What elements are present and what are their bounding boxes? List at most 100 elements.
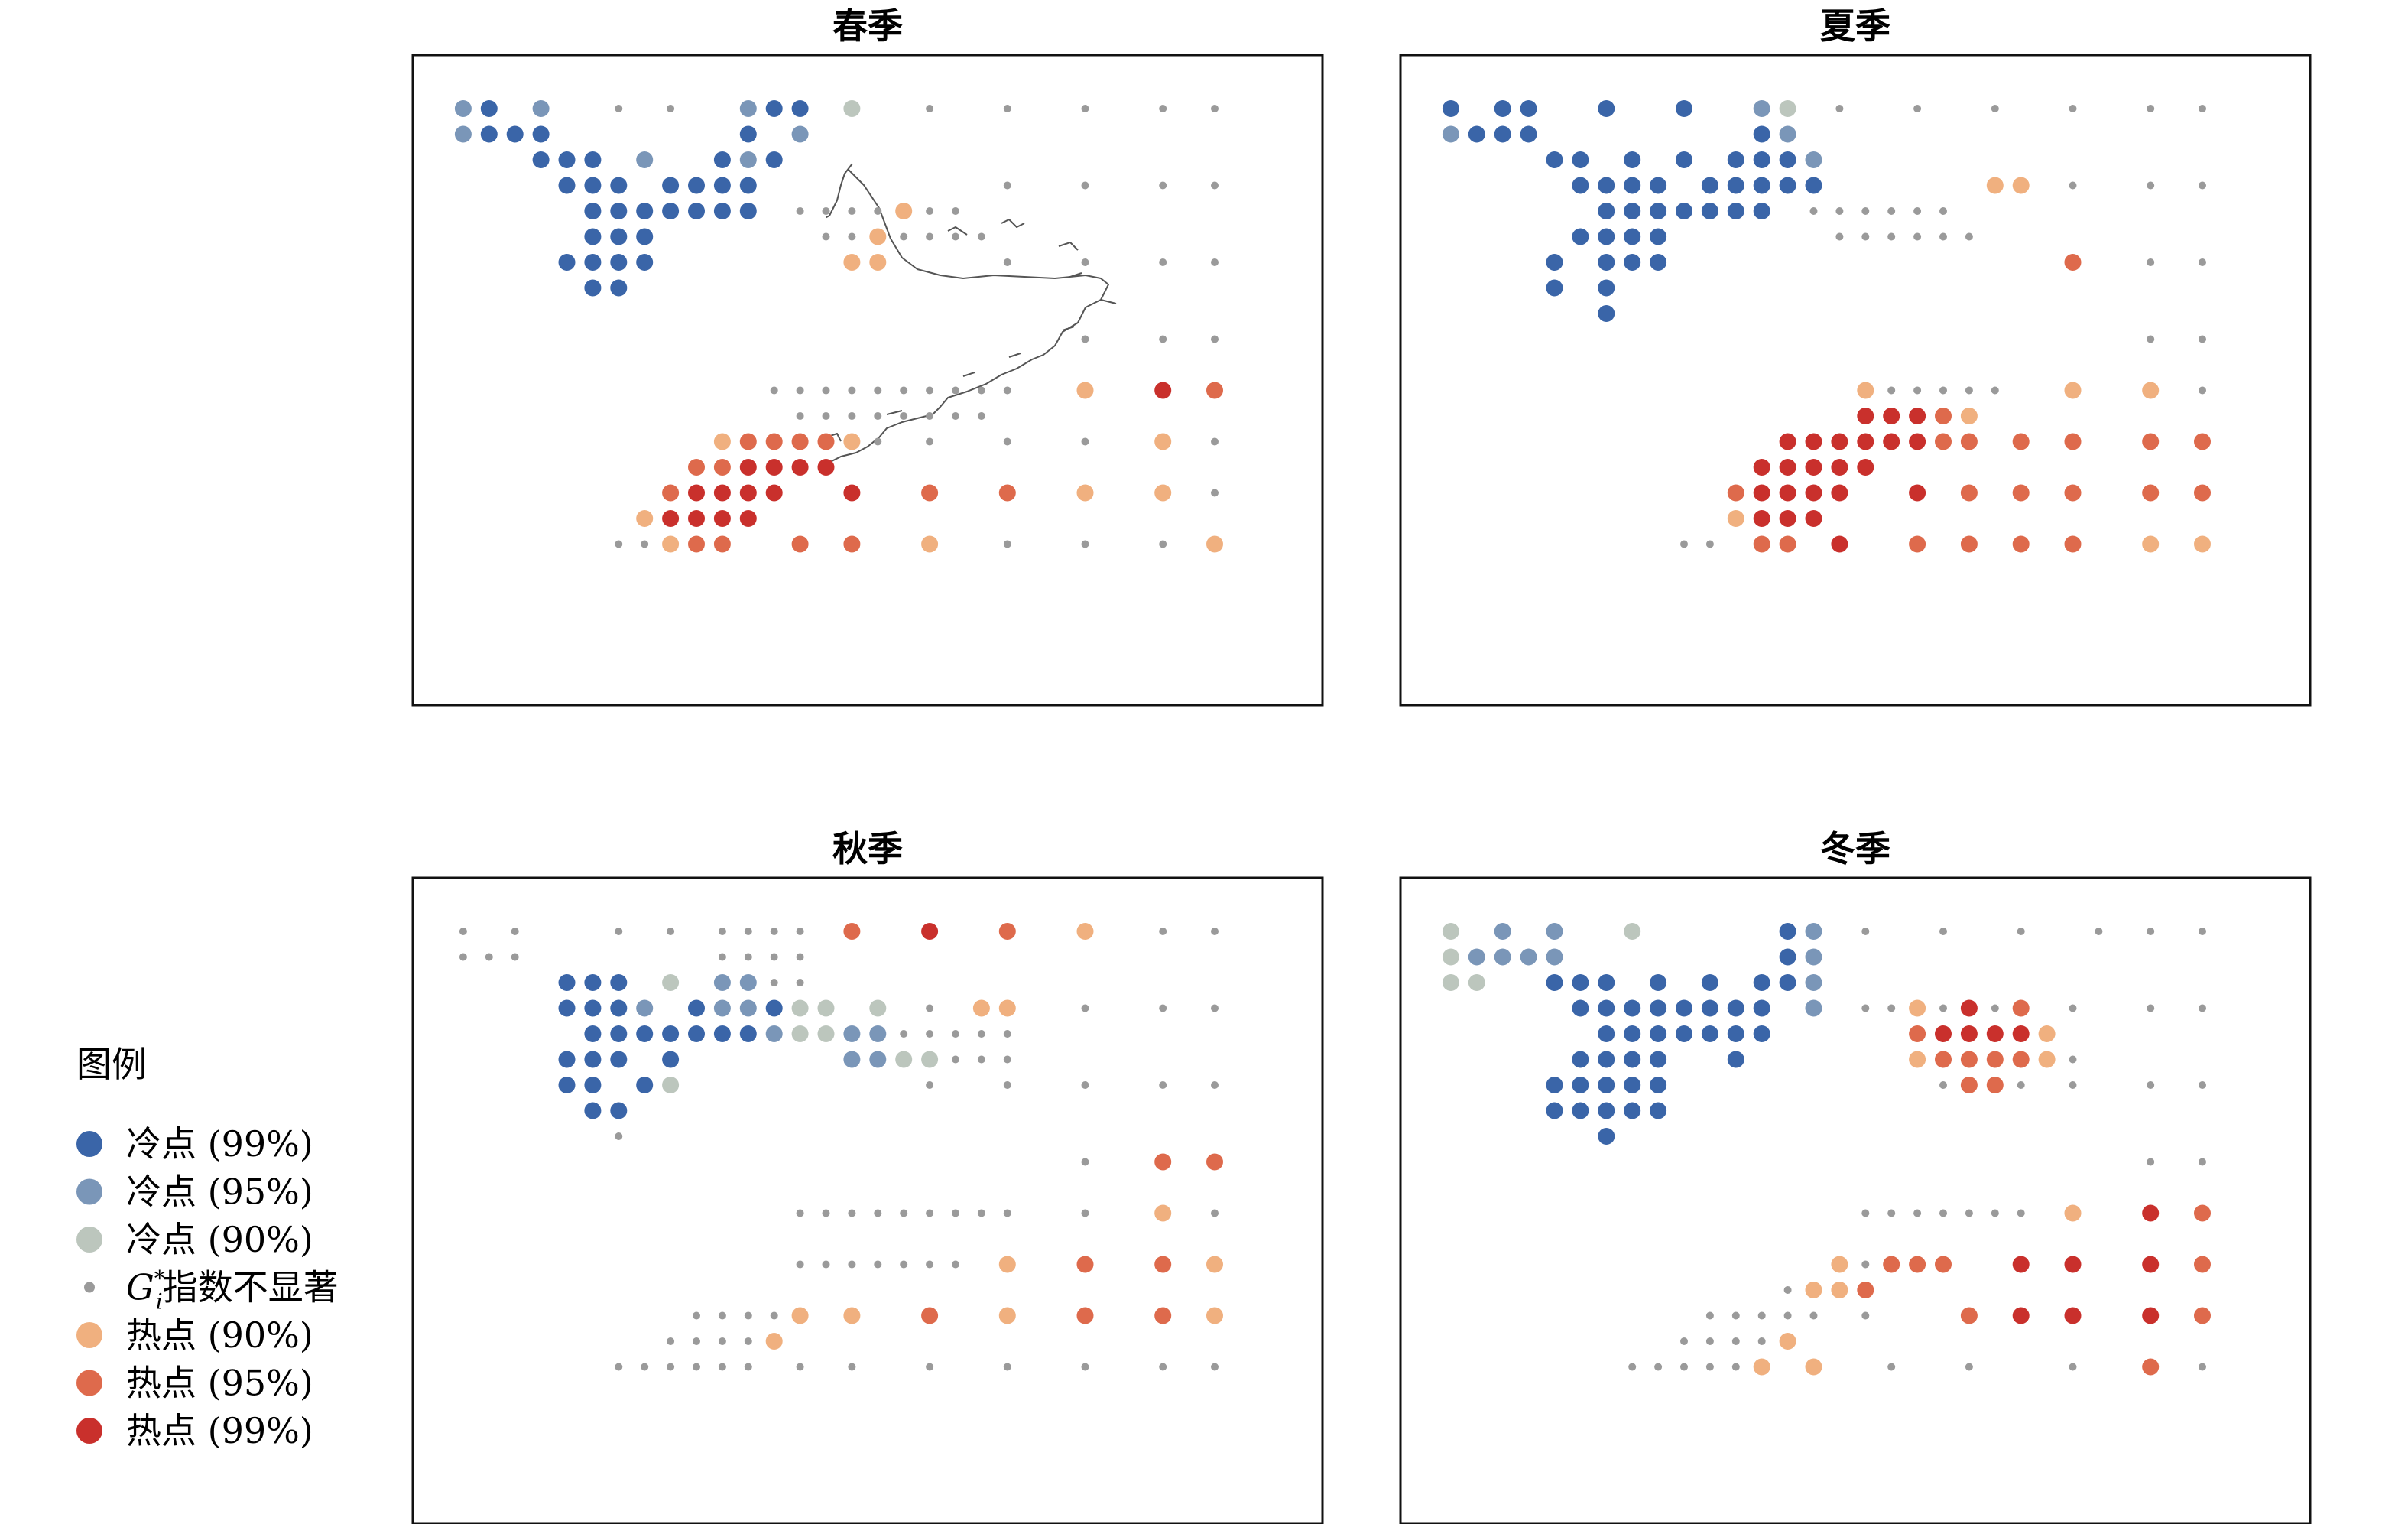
station-point-hot99 xyxy=(713,510,731,527)
station-point-cold99 xyxy=(558,1077,576,1093)
station-point-cold90 xyxy=(817,1025,835,1042)
station-point-hot90 xyxy=(1206,535,1223,553)
station-point-ns xyxy=(822,1260,830,1269)
station-point-ns xyxy=(744,1311,752,1320)
station-point-cold99 xyxy=(1598,305,1615,322)
station-point-hot99 xyxy=(1753,484,1770,502)
station-point-hot99 xyxy=(713,484,731,502)
station-point-cold95 xyxy=(454,100,472,117)
map-panel-1: 春季 xyxy=(411,5,1324,707)
station-point-hot95 xyxy=(1960,484,1978,502)
station-point-hot90 xyxy=(1206,1307,1223,1324)
station-point-ns xyxy=(1913,207,1922,215)
station-point-cold95 xyxy=(739,999,757,1017)
station-point-hot90 xyxy=(2142,382,2160,399)
station-point-hot99 xyxy=(817,459,835,476)
station-point-ns xyxy=(667,928,675,935)
station-point-cold95 xyxy=(1494,948,1511,966)
station-point-hot99 xyxy=(1831,433,1848,450)
station-point-ns xyxy=(667,1337,675,1345)
station-point-ns xyxy=(900,1260,908,1269)
station-point-cold99 xyxy=(1624,203,1641,219)
station-point-hot90 xyxy=(1779,1333,1796,1350)
station-point-ns xyxy=(926,1260,934,1269)
station-point-ns xyxy=(1003,437,1011,446)
station-point-cold99 xyxy=(1676,203,1692,219)
station-point-cold99 xyxy=(1779,923,1796,940)
station-point-ns xyxy=(952,1055,959,1064)
station-point-cold99 xyxy=(532,125,550,143)
station-point-cold99 xyxy=(1650,254,1667,271)
station-point-ns xyxy=(744,953,752,961)
station-point-ns xyxy=(511,928,519,935)
station-point-cold99 xyxy=(1779,948,1796,966)
station-point-ns xyxy=(1705,1337,1714,1345)
station-point-ns xyxy=(874,1209,882,1217)
panel-title: 春季 xyxy=(832,5,903,47)
station-point-hot95 xyxy=(2064,254,2082,271)
station-point-cold99 xyxy=(480,125,498,143)
station-point-ns xyxy=(770,1311,778,1320)
station-point-hot99 xyxy=(2142,1204,2160,1222)
station-point-hot95 xyxy=(1960,1051,1978,1068)
station-point-ns xyxy=(2199,1081,2206,1089)
station-point-ns xyxy=(1680,1337,1688,1345)
station-point-cold99 xyxy=(791,100,809,117)
station-point-ns xyxy=(1211,105,1219,112)
map-panel-4: 冬季 xyxy=(1399,828,2312,1524)
station-point-ns xyxy=(718,1363,726,1371)
station-point-ns xyxy=(796,1260,804,1269)
station-point-ns xyxy=(1835,105,1844,112)
station-point-cold99 xyxy=(1779,151,1796,168)
station-point-ns xyxy=(1965,1209,1973,1217)
station-point-cold95 xyxy=(1805,151,1822,168)
station-point-ns xyxy=(926,386,934,395)
station-point-ns xyxy=(1965,232,1973,241)
station-point-ns xyxy=(874,386,882,395)
station-point-hot90 xyxy=(636,510,654,527)
station-point-cold99 xyxy=(1546,254,1563,271)
station-point-ns xyxy=(926,207,934,215)
station-point-cold99 xyxy=(584,1051,602,1068)
station-point-ns xyxy=(2147,1004,2155,1012)
station-point-hot95 xyxy=(688,459,705,476)
station-point-ns xyxy=(848,1209,856,1217)
station-point-hot99 xyxy=(1805,459,1822,476)
station-point-ns xyxy=(1159,258,1167,266)
station-point-hot90 xyxy=(791,1307,809,1324)
station-point-hot99 xyxy=(1960,1025,1978,1042)
station-point-cold99 xyxy=(506,125,524,143)
station-point-cold99 xyxy=(480,100,498,117)
station-point-ns xyxy=(1783,1286,1792,1294)
station-point-hot95 xyxy=(1076,1256,1094,1273)
station-point-hot95 xyxy=(843,535,861,553)
station-point-hot99 xyxy=(1805,484,1822,502)
station-point-ns xyxy=(1861,1311,1870,1320)
station-point-cold99 xyxy=(1494,100,1511,117)
station-point-cold99 xyxy=(584,999,602,1017)
station-point-ns xyxy=(615,928,623,935)
station-point-ns xyxy=(1887,207,1896,215)
station-point-ns xyxy=(1991,105,1999,112)
station-point-cold99 xyxy=(688,1025,705,1042)
station-point-cold99 xyxy=(1468,125,1485,143)
station-point-cold99 xyxy=(636,1077,654,1093)
station-point-cold99 xyxy=(1727,203,1744,219)
station-point-ns xyxy=(1159,335,1167,343)
station-point-cold99 xyxy=(610,203,628,219)
station-point-ns xyxy=(977,1055,985,1064)
station-point-hot99 xyxy=(1805,433,1822,450)
station-point-hot95 xyxy=(1960,1307,1978,1324)
station-point-hot99 xyxy=(1857,408,1874,424)
station-point-ns xyxy=(2147,1081,2155,1089)
station-point-cold99 xyxy=(1753,203,1770,219)
station-point-ns xyxy=(1159,1363,1167,1371)
station-point-ns xyxy=(2017,928,2025,935)
station-point-cold99 xyxy=(558,151,576,168)
station-point-hot95 xyxy=(1909,535,1926,553)
station-point-ns xyxy=(1211,928,1219,935)
station-point-ns xyxy=(796,207,804,215)
station-point-cold90 xyxy=(791,999,809,1017)
station-point-ns xyxy=(1003,258,1011,266)
